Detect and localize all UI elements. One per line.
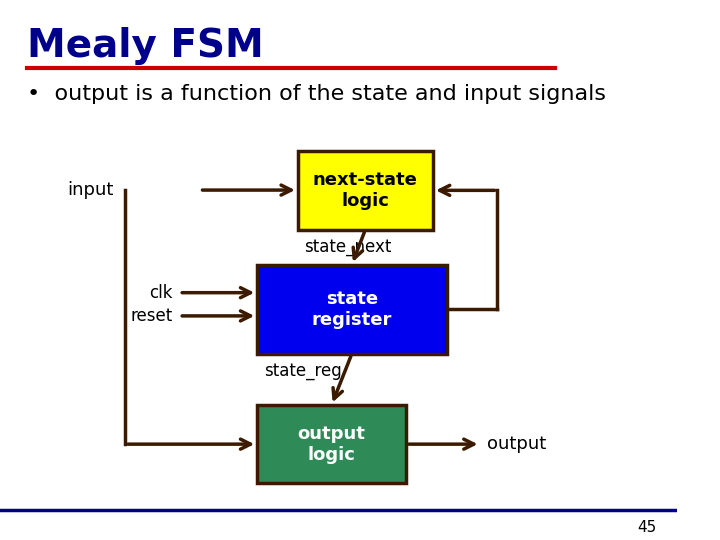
Text: output: output bbox=[487, 435, 546, 453]
Text: Mealy FSM: Mealy FSM bbox=[27, 27, 264, 65]
FancyBboxPatch shape bbox=[257, 265, 446, 354]
Text: •  output is a function of the state and input signals: • output is a function of the state and … bbox=[27, 84, 606, 104]
Text: state_reg: state_reg bbox=[264, 362, 342, 380]
Text: next-state
logic: next-state logic bbox=[313, 171, 418, 210]
FancyBboxPatch shape bbox=[257, 405, 406, 483]
Text: reset: reset bbox=[130, 307, 173, 325]
Text: clk: clk bbox=[149, 284, 173, 302]
Text: state
register: state register bbox=[312, 290, 392, 328]
Text: input: input bbox=[68, 181, 114, 199]
Text: state_next: state_next bbox=[305, 238, 392, 255]
Text: output
logic: output logic bbox=[297, 425, 366, 463]
FancyBboxPatch shape bbox=[298, 151, 433, 230]
Text: 45: 45 bbox=[637, 519, 657, 535]
